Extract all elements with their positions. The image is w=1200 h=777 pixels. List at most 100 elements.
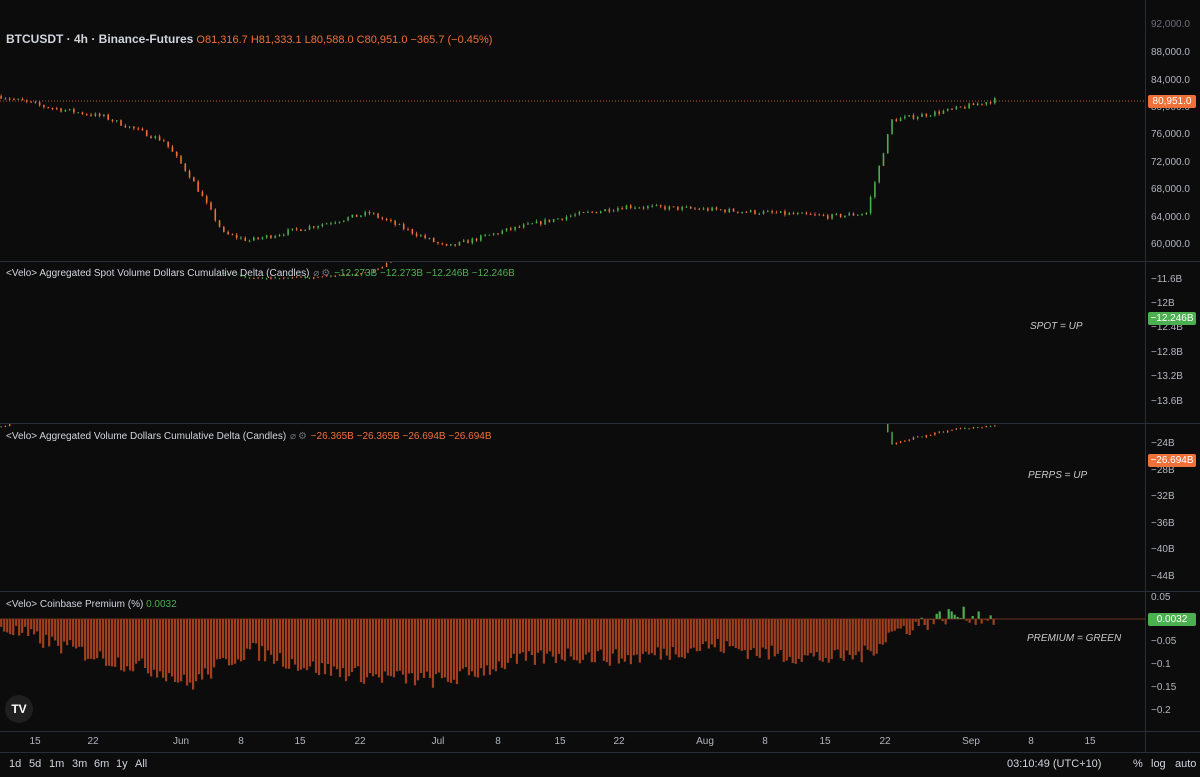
premium-bar xyxy=(635,619,638,655)
range-1m-button[interactable]: 1m xyxy=(49,758,65,770)
range-6m-button[interactable]: 6m xyxy=(94,758,110,770)
candle-body xyxy=(402,224,405,230)
candle-body xyxy=(724,168,725,169)
auto-toggle[interactable]: auto xyxy=(1175,758,1197,770)
premium-bar xyxy=(332,619,336,667)
percent-toggle[interactable]: % xyxy=(1133,758,1143,770)
low-value: L80,588.0 xyxy=(304,34,354,46)
clock-timezone[interactable]: 03:10:49 (UTC+10) xyxy=(1007,758,1102,770)
premium-bar xyxy=(135,619,138,664)
candle-body xyxy=(308,277,311,279)
candle-body xyxy=(912,437,915,440)
candle-body xyxy=(364,272,366,274)
tradingview-logo[interactable]: TV xyxy=(5,695,33,723)
settings-icon[interactable]: ⚙ xyxy=(321,268,331,279)
candle-body xyxy=(38,102,41,106)
range-3m-button[interactable]: 3m xyxy=(72,758,88,770)
range-1d-button[interactable]: 1d xyxy=(9,758,22,770)
candle-body xyxy=(861,383,862,384)
candle-body xyxy=(599,211,602,214)
candle-body xyxy=(330,347,331,348)
candle-body xyxy=(600,376,601,377)
premium-bar xyxy=(503,619,507,670)
premium-bar xyxy=(641,619,644,654)
candle-body xyxy=(960,237,961,238)
premium-bar xyxy=(416,619,420,681)
spot-last-label: −12.246B xyxy=(1148,312,1196,325)
premium-bar xyxy=(950,611,953,619)
candle-body xyxy=(831,380,832,381)
candle-body xyxy=(317,276,319,278)
spot-cvd-title[interactable]: <Velo> Aggregated Spot Volume Dollars Cu… xyxy=(6,268,310,279)
premium-bar xyxy=(272,619,276,664)
premium-bar xyxy=(620,619,623,659)
premium-bar xyxy=(479,619,483,669)
candle-body xyxy=(390,262,392,263)
candle-body xyxy=(882,153,885,166)
candle-body xyxy=(592,374,593,375)
pane-separator[interactable] xyxy=(0,731,1200,732)
candle-body xyxy=(399,256,400,258)
candle-body xyxy=(570,370,571,372)
perps-cvd-title[interactable]: <Velo> Aggregated Volume Dollars Cumulat… xyxy=(6,431,287,442)
candle-body xyxy=(150,136,152,139)
premium-bar xyxy=(476,619,480,678)
candle-body xyxy=(441,243,444,245)
hide-icon[interactable]: ⌀ xyxy=(289,431,296,442)
candle-body xyxy=(321,224,324,227)
premium-bar xyxy=(863,619,866,646)
pane-separator[interactable] xyxy=(0,591,1200,592)
premium-title[interactable]: <Velo> Coinbase Premium (%) xyxy=(6,599,144,610)
pane-separator[interactable] xyxy=(0,261,1200,262)
candle-body xyxy=(946,108,949,111)
candle-body xyxy=(202,352,203,358)
premium-bar xyxy=(51,619,54,637)
premium-bar xyxy=(575,619,578,661)
candle-body xyxy=(120,120,122,126)
candle-body xyxy=(981,238,982,239)
candle-body xyxy=(677,206,679,210)
candle-body xyxy=(205,196,208,203)
symbol-title[interactable]: BTCUSDT · 4h · Binance-Futures xyxy=(6,32,194,46)
candle-body xyxy=(866,179,867,181)
premium-bar xyxy=(452,619,456,680)
candle-body xyxy=(617,182,618,184)
range-all-button[interactable]: All xyxy=(135,758,148,770)
candle-body xyxy=(506,200,507,202)
premium-bar xyxy=(596,619,599,652)
pane-separator[interactable] xyxy=(0,423,1200,424)
premium-bar xyxy=(956,616,959,619)
candle-body xyxy=(827,380,828,381)
settings-icon[interactable]: ⚙ xyxy=(297,431,307,442)
candle-body xyxy=(664,206,666,210)
premium-bar xyxy=(758,619,761,658)
premium-bar xyxy=(392,619,396,678)
candle-body xyxy=(155,384,156,385)
candle-body xyxy=(300,276,302,278)
range-1y-button[interactable]: 1y xyxy=(116,758,128,770)
premium-bar xyxy=(779,619,782,651)
candle-body xyxy=(613,378,614,379)
premium-bar xyxy=(650,619,653,654)
candle-body xyxy=(137,386,138,389)
premium-bar xyxy=(791,619,794,664)
premium-bar xyxy=(180,619,183,682)
premium-bar xyxy=(485,619,489,666)
candle-body xyxy=(399,357,400,358)
candle-body xyxy=(566,368,567,369)
candle-body xyxy=(844,380,845,381)
candle-body xyxy=(750,163,751,164)
premium-bar xyxy=(659,619,662,660)
candle-body xyxy=(925,114,928,117)
range-5d-button[interactable]: 5d xyxy=(29,758,42,770)
candle-body xyxy=(472,355,473,356)
premium-bar xyxy=(404,619,408,684)
premium-bar xyxy=(174,619,177,683)
candle-body xyxy=(90,397,91,399)
hide-icon[interactable]: ⌀ xyxy=(313,268,320,279)
premium-bar xyxy=(144,619,147,669)
candle-body xyxy=(853,382,854,383)
candle-body xyxy=(540,197,541,199)
log-toggle[interactable]: log xyxy=(1151,758,1166,770)
